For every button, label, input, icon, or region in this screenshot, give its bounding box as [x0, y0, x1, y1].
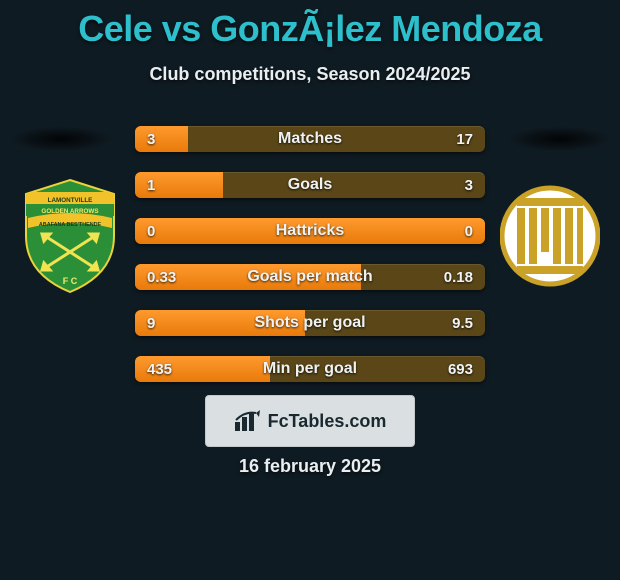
stat-value-right: 0	[465, 218, 473, 244]
stat-bar: 3Matches17	[135, 126, 485, 152]
stat-bar: 0Hattricks0	[135, 218, 485, 244]
stat-value-right: 17	[456, 126, 473, 152]
stat-value-right: 693	[448, 356, 473, 382]
stat-label: Goals per match	[135, 264, 485, 290]
stat-label: Shots per goal	[135, 310, 485, 336]
comparison-bars: 3Matches171Goals30Hattricks00.33Goals pe…	[135, 126, 485, 402]
stat-bar: 0.33Goals per match0.18	[135, 264, 485, 290]
club-crest-left: LAMONTVILLE GOLDEN ARROWS ABAFANA BES'TH…	[20, 178, 120, 294]
svg-text:ABAFANA BES'THENDE: ABAFANA BES'THENDE	[39, 222, 102, 228]
stat-value-right: 9.5	[452, 310, 473, 336]
watermark-badge: FcTables.com	[205, 395, 415, 447]
date-text: 16 february 2025	[0, 456, 620, 477]
club-crest-right	[500, 178, 600, 294]
svg-text:F C: F C	[63, 276, 78, 286]
stat-value-right: 0.18	[444, 264, 473, 290]
page-title: Cele vs GonzÃ¡lez Mendoza	[0, 0, 620, 50]
player-shadow-left	[8, 126, 113, 152]
stat-value-right: 3	[465, 172, 473, 198]
stat-bar: 435Min per goal693	[135, 356, 485, 382]
stat-label: Matches	[135, 126, 485, 152]
svg-text:LAMONTVILLE: LAMONTVILLE	[48, 197, 93, 204]
stat-bar: 1Goals3	[135, 172, 485, 198]
player-shadow-right	[507, 126, 612, 152]
watermark-text: FcTables.com	[268, 411, 387, 432]
stat-label: Hattricks	[135, 218, 485, 244]
stat-label: Goals	[135, 172, 485, 198]
subtitle: Club competitions, Season 2024/2025	[0, 64, 620, 85]
fctables-logo-icon	[234, 410, 262, 432]
stat-bar: 9Shots per goal9.5	[135, 310, 485, 336]
stat-label: Min per goal	[135, 356, 485, 382]
